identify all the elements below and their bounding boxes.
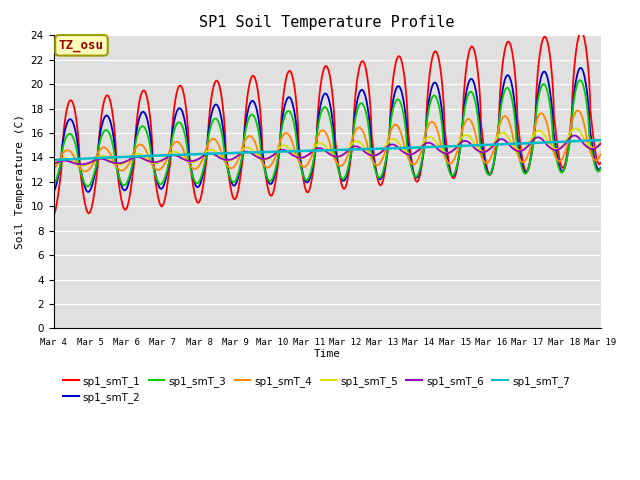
sp1_smT_3 (92, 163, 100, 168)
sp1_smT_6 (303, 153, 311, 158)
sp1_smT_1 (361, 62, 369, 68)
sp1_smT_3 (596, 166, 604, 171)
sp1_smT_1 (50, 213, 58, 218)
sp1_smT_3 (303, 177, 311, 183)
sp1_smT_5 (294, 154, 301, 159)
X-axis label: Time: Time (314, 348, 340, 359)
sp1_smT_3 (115, 172, 122, 178)
sp1_smT_6 (596, 141, 604, 147)
sp1_smT_4 (596, 151, 604, 157)
Line: sp1_smT_2: sp1_smT_2 (54, 68, 600, 192)
sp1_smT_1 (303, 189, 310, 195)
sp1_smT_3 (362, 107, 369, 112)
Line: sp1_smT_4: sp1_smT_4 (54, 110, 600, 171)
sp1_smT_1 (115, 175, 122, 181)
sp1_smT_2 (92, 166, 100, 171)
sp1_smT_5 (282, 143, 290, 149)
sp1_smT_1 (92, 179, 100, 185)
sp1_smT_5 (572, 125, 579, 131)
sp1_smT_3 (84, 183, 92, 189)
sp1_smT_2 (282, 100, 289, 106)
sp1_smT_1 (596, 160, 604, 166)
sp1_smT_6 (50, 161, 58, 167)
sp1_smT_7 (361, 146, 369, 152)
sp1_smT_3 (282, 110, 290, 116)
sp1_smT_1 (293, 107, 301, 112)
Title: SP1 Soil Temperature Profile: SP1 Soil Temperature Profile (199, 15, 455, 30)
sp1_smT_7 (293, 148, 301, 154)
sp1_smT_5 (596, 139, 604, 145)
sp1_smT_5 (50, 162, 58, 168)
sp1_smT_7 (115, 154, 122, 160)
sp1_smT_6 (282, 148, 290, 154)
Line: sp1_smT_6: sp1_smT_6 (54, 135, 600, 165)
sp1_smT_4 (81, 168, 89, 174)
sp1_smT_4 (50, 167, 58, 172)
Legend: sp1_smT_1, sp1_smT_2, sp1_smT_3, sp1_smT_4, sp1_smT_5, sp1_smT_6, sp1_smT_7: sp1_smT_1, sp1_smT_2, sp1_smT_3, sp1_smT… (59, 372, 574, 407)
sp1_smT_5 (79, 163, 86, 169)
sp1_smT_2 (577, 65, 584, 71)
Line: sp1_smT_3: sp1_smT_3 (54, 80, 600, 186)
sp1_smT_4 (362, 134, 369, 140)
sp1_smT_3 (50, 183, 58, 189)
sp1_smT_2 (115, 169, 122, 175)
sp1_smT_1 (577, 29, 585, 35)
Text: TZ_osu: TZ_osu (59, 39, 104, 52)
sp1_smT_5 (115, 162, 122, 168)
sp1_smT_6 (294, 155, 301, 160)
sp1_smT_4 (92, 154, 100, 159)
sp1_smT_5 (92, 155, 100, 161)
sp1_smT_2 (293, 128, 301, 134)
sp1_smT_7 (50, 157, 58, 163)
sp1_smT_7 (92, 155, 100, 161)
sp1_smT_3 (576, 77, 584, 83)
Line: sp1_smT_1: sp1_smT_1 (54, 32, 600, 216)
sp1_smT_4 (574, 108, 582, 113)
sp1_smT_1 (282, 78, 289, 84)
Line: sp1_smT_5: sp1_smT_5 (54, 128, 600, 166)
sp1_smT_6 (92, 157, 100, 163)
sp1_smT_2 (303, 180, 310, 185)
sp1_smT_7 (282, 148, 289, 154)
sp1_smT_5 (362, 146, 369, 152)
Y-axis label: Soil Temperature (C): Soil Temperature (C) (15, 114, 25, 250)
sp1_smT_4 (303, 162, 311, 168)
sp1_smT_3 (294, 146, 301, 152)
sp1_smT_6 (570, 132, 578, 138)
sp1_smT_2 (50, 189, 58, 195)
sp1_smT_2 (361, 91, 369, 97)
sp1_smT_7 (303, 148, 310, 154)
sp1_smT_6 (115, 160, 122, 166)
sp1_smT_2 (596, 165, 604, 170)
sp1_smT_6 (77, 162, 85, 168)
sp1_smT_4 (294, 155, 301, 161)
Line: sp1_smT_7: sp1_smT_7 (54, 140, 600, 160)
sp1_smT_4 (282, 130, 290, 136)
sp1_smT_4 (115, 166, 122, 172)
sp1_smT_6 (362, 149, 369, 155)
sp1_smT_7 (596, 137, 604, 143)
sp1_smT_5 (303, 153, 311, 158)
